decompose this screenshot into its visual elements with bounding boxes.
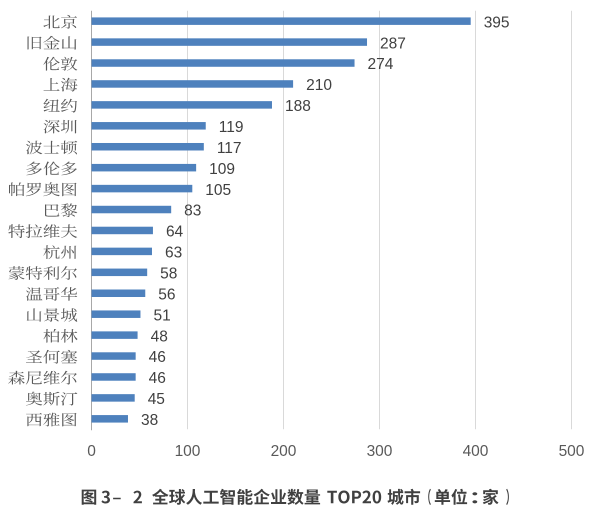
svg-text:105: 105 bbox=[205, 182, 231, 199]
svg-text:188: 188 bbox=[285, 98, 311, 115]
svg-text:109: 109 bbox=[209, 161, 235, 178]
svg-text:63: 63 bbox=[165, 245, 182, 262]
svg-text:51: 51 bbox=[153, 307, 170, 324]
svg-text:64: 64 bbox=[166, 224, 184, 241]
svg-text:100: 100 bbox=[175, 443, 201, 460]
svg-text:395: 395 bbox=[484, 14, 510, 31]
svg-text:119: 119 bbox=[219, 119, 244, 136]
svg-text:210: 210 bbox=[306, 77, 332, 94]
svg-text:400: 400 bbox=[463, 443, 489, 460]
svg-text:287: 287 bbox=[380, 35, 406, 52]
svg-text:0: 0 bbox=[87, 443, 96, 460]
svg-text:58: 58 bbox=[160, 266, 177, 283]
svg-text:38: 38 bbox=[141, 412, 158, 429]
svg-text:117: 117 bbox=[217, 140, 242, 157]
svg-text:56: 56 bbox=[158, 286, 175, 303]
svg-text:83: 83 bbox=[184, 203, 201, 220]
svg-text:46: 46 bbox=[149, 349, 166, 366]
svg-text:48: 48 bbox=[151, 328, 168, 345]
svg-text:200: 200 bbox=[271, 443, 297, 460]
svg-text:46: 46 bbox=[149, 370, 166, 387]
svg-text:45: 45 bbox=[148, 391, 165, 408]
svg-text:300: 300 bbox=[367, 443, 393, 460]
svg-text:500: 500 bbox=[559, 443, 585, 460]
svg-text:274: 274 bbox=[368, 56, 394, 73]
